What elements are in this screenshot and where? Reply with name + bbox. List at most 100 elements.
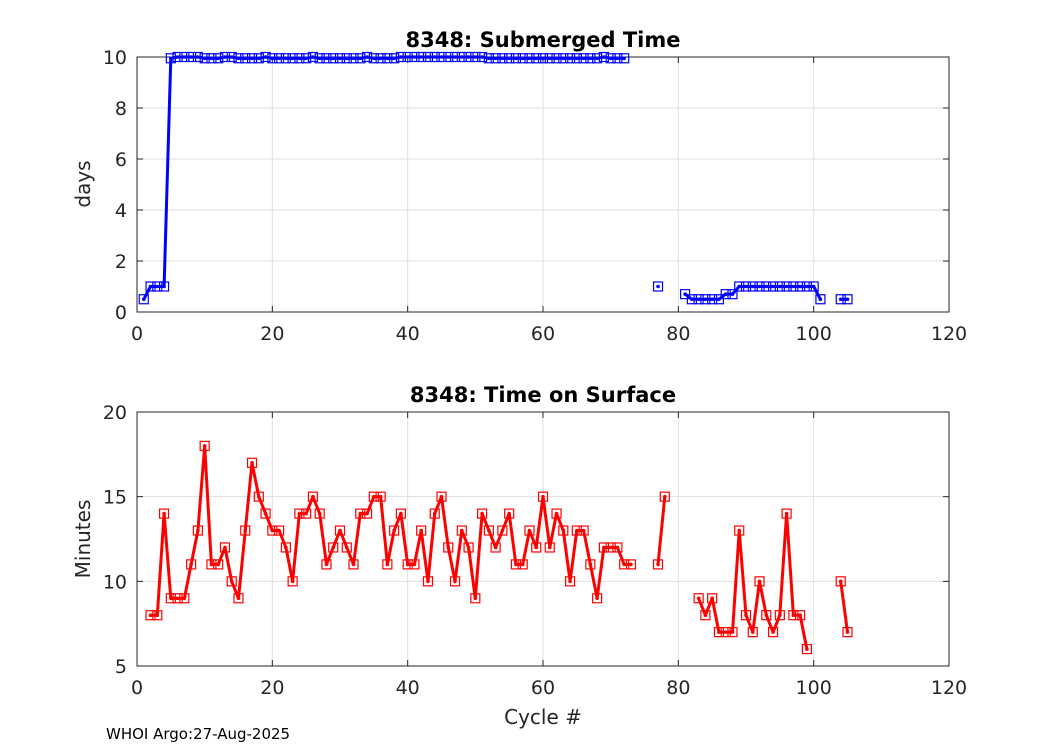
surface-data-point [145, 610, 156, 621]
submerged-time-chart: 0 20 40 60 80 100 120 0 2 4 6 8 10 8348: Submerged T… [71, 28, 967, 345]
submerged-data-point [747, 281, 758, 292]
submerged-data-point [436, 51, 447, 63]
submerged-data-point [199, 53, 210, 64]
surface-data-dot [392, 528, 396, 533]
surface-data-point [531, 542, 542, 553]
surface-data-dot [426, 579, 430, 584]
submerged-x-tick-label: 100 [796, 323, 832, 345]
surface-data-dot [263, 511, 268, 516]
submerged-data-point [456, 51, 467, 63]
submerged-data-dot [487, 56, 491, 61]
surface-data-dot [520, 562, 525, 567]
surface-data-dot [805, 647, 809, 651]
submerged-data-point [165, 53, 176, 64]
surface-data-point [301, 508, 312, 519]
surface-data-dot [446, 545, 451, 550]
submerged-x-tick-label: 60 [531, 323, 555, 345]
submerged-data-point [707, 294, 718, 305]
surface-data-point [598, 542, 610, 553]
surface-data-dot [629, 562, 633, 567]
submerged-data-point [152, 281, 163, 292]
surface-ticks: 0 20 40 60 80 100 120 5 10 15 20 [103, 402, 967, 699]
submerged-data-point [700, 294, 711, 305]
surface-data-point [348, 559, 359, 570]
surface-data-dot [771, 630, 775, 634]
submerged-data-dot [317, 56, 322, 61]
surface-x-tick-label: 100 [796, 677, 832, 699]
submerged-data-point [490, 53, 501, 64]
surface-data-dot [175, 596, 180, 601]
surface-data-point [158, 508, 170, 519]
surface-data-dot [317, 511, 322, 516]
submerged-data-point [280, 53, 291, 64]
submerged-data-point [443, 51, 454, 63]
submerged-data-point [808, 281, 819, 292]
surface-x-tick-label: 120 [931, 677, 967, 699]
submerged-data-point [355, 53, 366, 64]
submerged-data-dot [480, 55, 484, 59]
submerged-data-point [321, 53, 332, 64]
submerged-data-dot [257, 56, 261, 61]
surface-data-point [571, 525, 582, 536]
submerged-data-point [192, 51, 203, 63]
surface-data-point [558, 525, 569, 536]
surface-data-point [436, 491, 447, 502]
surface-data-dot [229, 579, 234, 584]
submerged-data-point [551, 53, 562, 64]
surface-data-point [152, 610, 163, 621]
submerged-data-dot [385, 56, 390, 61]
surface-data-point [334, 525, 346, 536]
surface-data-dot [696, 596, 701, 601]
surface-data-dot [162, 511, 166, 516]
surface-y-tick-label: 15 [103, 487, 127, 509]
surface-data-dot [182, 596, 187, 601]
submerged-data-dot [554, 56, 559, 61]
surface-data-point [321, 559, 332, 570]
submerged-y-tick-label: 6 [115, 149, 127, 171]
surface-data-dot [663, 494, 667, 499]
surface-data-point [720, 627, 731, 638]
submerged-data-dot [541, 56, 545, 61]
submerged-y-axis-label: days [71, 160, 95, 207]
submerged-y-tick-label: 0 [115, 302, 127, 324]
submerged-data-point [544, 53, 555, 64]
submerged-data-point [246, 53, 258, 64]
surface-data-point [842, 627, 853, 638]
surface-data-point [368, 491, 379, 502]
surface-data-dot [169, 596, 173, 601]
surface-data-point [477, 508, 488, 519]
surface-data-dot [595, 596, 599, 601]
submerged-data-dot [378, 56, 383, 61]
surface-data-dot [311, 494, 315, 499]
surface-data-dot [202, 444, 207, 448]
submerged-data-point [835, 294, 846, 305]
submerged-data-point [571, 53, 582, 64]
surface-data-point [788, 610, 799, 621]
surface-data-dot [527, 528, 532, 533]
surface-data-point [463, 542, 474, 553]
surface-data-point [727, 627, 738, 638]
submerged-data-point [382, 53, 393, 64]
submerged-data-dot [710, 297, 714, 302]
surface-data-dot [148, 613, 153, 617]
submerged-data-dot [690, 297, 694, 302]
surface-data-point [280, 542, 291, 553]
submerged-data-point [260, 51, 271, 63]
submerged-x-tick-label: 40 [396, 323, 420, 345]
submerged-data-dot [473, 55, 478, 59]
submerged-data-dot [297, 56, 302, 61]
surface-data-dot [561, 528, 566, 533]
submerged-data-point [788, 281, 799, 292]
submerged-data-dot [683, 292, 687, 296]
submerged-y-tick-label: 2 [115, 251, 127, 273]
surface-data-dot [399, 511, 403, 516]
submerged-data-point [375, 53, 386, 64]
surface-data-dot [460, 528, 464, 533]
submerged-data-point [510, 53, 522, 64]
surface-data-dot [466, 545, 471, 550]
submerged-data-dot [243, 56, 248, 61]
submerged-data-dot [311, 55, 315, 59]
submerged-data-dot [595, 56, 599, 61]
submerged-data-point [361, 51, 373, 63]
surface-data-point [483, 525, 494, 536]
